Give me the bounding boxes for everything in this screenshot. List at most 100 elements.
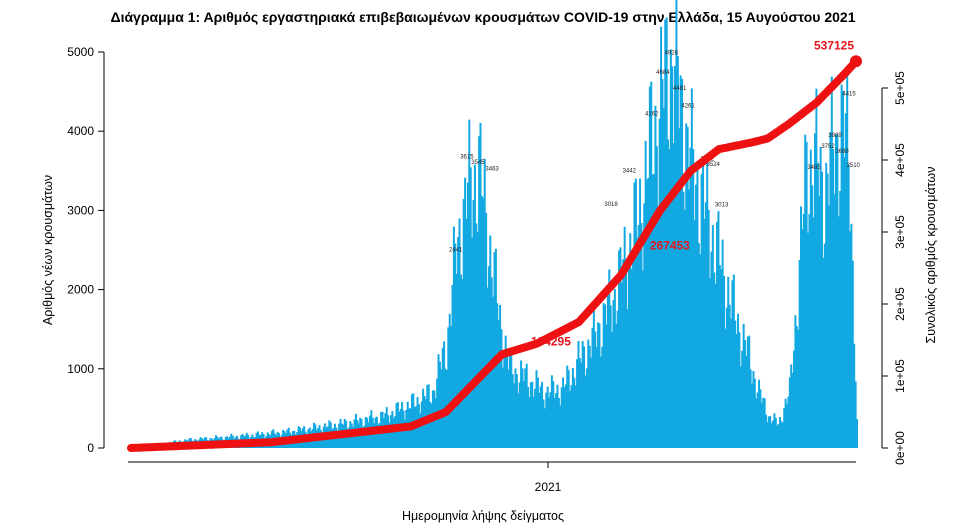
bar (517, 393, 520, 448)
x-tick-label: 2021 (535, 480, 562, 494)
bar (662, 107, 665, 449)
bar (730, 318, 733, 448)
bar (419, 413, 422, 448)
bar (492, 296, 495, 448)
bar (598, 323, 601, 448)
bar (720, 269, 723, 448)
bar (609, 305, 612, 448)
bar (549, 392, 552, 448)
bar (779, 416, 782, 448)
bar (483, 158, 486, 449)
bar (576, 359, 579, 448)
bar (506, 354, 509, 448)
bar (653, 174, 656, 449)
bar (461, 279, 464, 448)
bar (480, 195, 483, 448)
bar (843, 157, 846, 448)
bar (451, 284, 454, 448)
bar-label: 4261 (681, 104, 695, 110)
bar (835, 134, 838, 448)
bar (556, 384, 559, 448)
y2-tick-label: 1e+05 (893, 359, 907, 393)
bar (455, 274, 458, 448)
bar (765, 414, 768, 448)
bar (602, 303, 605, 448)
bar (321, 433, 324, 448)
bar (711, 225, 714, 448)
bar (434, 398, 437, 448)
cumulative-annotations: 134295 267453 537125 (531, 38, 854, 348)
y-tick-label: 0 (87, 441, 94, 455)
bar (618, 250, 621, 448)
bar (373, 423, 376, 448)
bar (429, 401, 432, 448)
bar (794, 315, 797, 448)
bar (553, 397, 556, 448)
cumulative-annotation: 134295 (531, 334, 571, 348)
bar (597, 322, 600, 448)
bar (749, 369, 752, 448)
bar (802, 213, 805, 448)
bar (497, 320, 500, 448)
bar (808, 214, 811, 448)
bar (760, 402, 763, 448)
bar (724, 328, 727, 448)
bar (683, 209, 686, 448)
bar (825, 162, 828, 449)
bar (378, 422, 381, 448)
bar (388, 422, 391, 448)
bar (766, 422, 769, 448)
x-axis: 2021 (128, 461, 856, 494)
bar (849, 231, 852, 448)
bar (674, 66, 677, 448)
bar (485, 212, 488, 448)
bar-label: 3615 (460, 155, 474, 161)
bar (816, 162, 819, 448)
bar (788, 377, 791, 448)
bar (829, 132, 832, 448)
right-y-axis-ticks: 0e+00 1e+05 2e+05 3e+05 4e+05 5e+05 (882, 71, 907, 465)
bar (531, 381, 534, 448)
bar (496, 303, 499, 448)
bar (777, 423, 780, 448)
bar (801, 229, 804, 448)
bar (853, 343, 856, 448)
bar (781, 422, 784, 448)
bar (640, 222, 643, 448)
bar (800, 206, 803, 448)
bar (753, 378, 756, 448)
bar (504, 335, 507, 448)
bar (347, 427, 350, 448)
bar (702, 162, 705, 448)
bar (574, 385, 577, 448)
bar (689, 147, 692, 448)
bar (809, 149, 812, 449)
bar (336, 430, 339, 448)
bar (774, 417, 777, 448)
bar (482, 197, 485, 448)
bar (536, 377, 539, 448)
bar (693, 220, 696, 448)
bar (787, 396, 790, 448)
cumulative-annotation: 537125 (814, 38, 854, 52)
bar (590, 357, 593, 448)
bar (844, 113, 847, 448)
bar (671, 66, 674, 449)
bar (776, 425, 779, 448)
bar (780, 421, 783, 448)
bar (728, 304, 731, 448)
bar-label: 4415 (842, 91, 856, 97)
bar (815, 88, 818, 449)
bar (688, 189, 691, 449)
bar (520, 360, 523, 448)
bar (599, 356, 602, 448)
bar (515, 374, 518, 448)
bar (535, 370, 538, 448)
bar (450, 326, 453, 448)
bar (685, 123, 688, 449)
bar (587, 339, 590, 448)
bar-label: 4684 (656, 70, 670, 76)
bar (464, 177, 467, 448)
bar (534, 388, 537, 448)
bar (559, 405, 562, 448)
